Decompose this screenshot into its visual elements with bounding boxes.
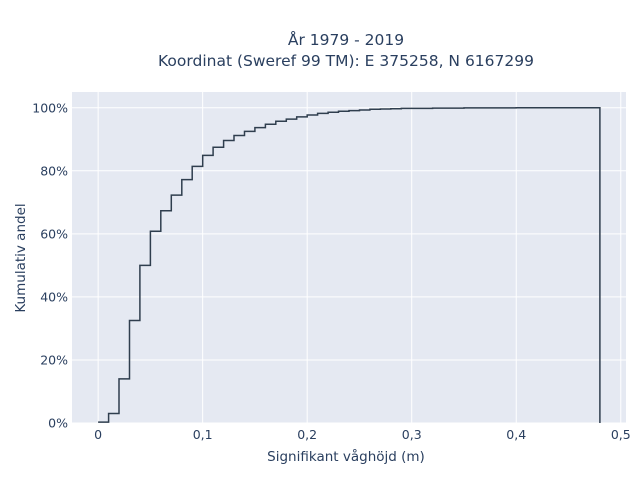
cdf-point [348, 110, 350, 112]
cdf-point [359, 109, 361, 111]
x-tick-label: 0,1 [193, 427, 213, 442]
cdf-point [108, 413, 110, 415]
cdf-point [411, 108, 413, 110]
cdf-point [432, 107, 434, 109]
y-tick-label: 40% [40, 289, 68, 304]
x-axis-title: Signifikant våghöjd (m) [267, 448, 425, 465]
y-axis-title: Kumulativ andel [13, 203, 29, 312]
x-tick-label: 0,3 [402, 427, 422, 442]
y-tick-label: 80% [40, 163, 68, 178]
chart-title: År 1979 - 2019 [288, 30, 404, 49]
cdf-point [463, 107, 465, 109]
plot-area [72, 92, 626, 423]
x-axis-ticks: 0 0,1 0,2 0,3 0,4 0,5 [94, 427, 631, 442]
cdf-point [380, 108, 382, 110]
cdf-point [338, 110, 340, 112]
chart-subtitle: Koordinat (Sweref 99 TM): E 375258, N 61… [158, 52, 534, 70]
cdf-point [400, 108, 402, 110]
x-tick-label: 0,5 [611, 427, 631, 442]
cdf-point [265, 123, 267, 125]
x-tick-label: 0,2 [297, 427, 317, 442]
cdf-point [171, 194, 173, 196]
cdf-point [160, 210, 162, 212]
y-tick-label: 100% [32, 100, 68, 115]
cdf-point [118, 378, 120, 380]
cdf-point [390, 108, 392, 110]
cdf-point [515, 107, 517, 109]
cdf-point [233, 135, 235, 137]
cdf-point [202, 155, 204, 157]
x-tick-label: 0 [94, 427, 102, 442]
cdf-point [223, 140, 225, 142]
cdf-step-line [98, 107, 601, 423]
y-axis-ticks: 0% 20% 40% 60% 80% 100% [32, 100, 68, 430]
cdf-point [97, 421, 99, 423]
cdf-point [139, 265, 141, 267]
x-tick-label: 0,4 [506, 427, 526, 442]
y-tick-label: 0% [48, 416, 68, 431]
cdf-point [212, 146, 214, 148]
cdf-point [181, 179, 183, 181]
cdf-point [129, 320, 131, 322]
cdf-point [296, 116, 298, 118]
cdf-point [191, 166, 193, 168]
cdf-point [317, 113, 319, 115]
y-tick-label: 60% [40, 226, 68, 241]
cdf-point [285, 118, 287, 120]
cdf-point [150, 231, 152, 233]
cdf-point [275, 121, 277, 123]
cdf-point [599, 107, 601, 109]
cdf-point [327, 111, 329, 113]
y-tick-label: 20% [40, 352, 68, 367]
cdf-point [369, 109, 371, 111]
cdf-point [254, 127, 256, 129]
cdf-point [244, 131, 246, 133]
cdf-point [306, 114, 308, 116]
cdf-point [568, 107, 570, 109]
grid [72, 92, 626, 424]
